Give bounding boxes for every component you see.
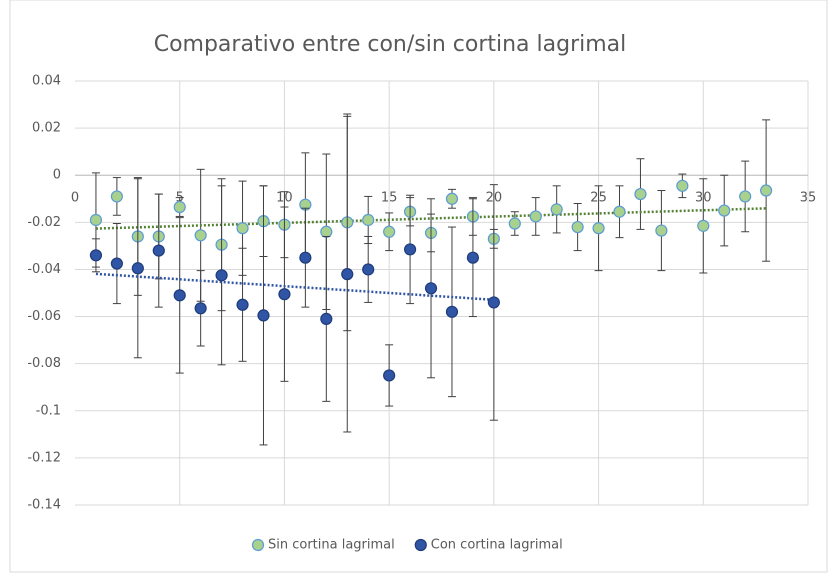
point (592, 222, 605, 235)
point (131, 262, 144, 275)
x-tick-label: 15 (381, 191, 398, 206)
point (718, 204, 731, 217)
point (383, 369, 396, 382)
y-tick-label: -0.12 (27, 450, 61, 465)
point (173, 200, 186, 214)
y-tick-label: -0.06 (27, 309, 61, 324)
point (362, 263, 375, 276)
legend-marker (251, 538, 265, 552)
point (634, 187, 647, 201)
point (655, 224, 668, 237)
point (299, 251, 312, 264)
point (341, 268, 354, 281)
y-tick-label: -0.02 (27, 215, 61, 230)
y-tick-label: -0.08 (27, 356, 61, 371)
x-tick-label: 0 (71, 191, 79, 206)
point (257, 309, 270, 322)
point (236, 298, 249, 311)
point (466, 251, 480, 264)
trendline (95, 272, 494, 302)
point (424, 282, 438, 295)
point (152, 244, 165, 257)
point (487, 296, 500, 309)
point (236, 222, 249, 235)
point (194, 229, 207, 242)
point (278, 288, 291, 301)
point (320, 225, 333, 238)
point (508, 217, 521, 230)
point (383, 225, 396, 238)
y-tick-label: 0.02 (32, 121, 61, 136)
point (445, 305, 459, 318)
point (110, 190, 123, 203)
point (173, 289, 186, 302)
point (571, 220, 584, 234)
chart-frame (9, 0, 828, 573)
point (194, 302, 207, 315)
point (89, 249, 103, 262)
point (760, 184, 773, 197)
y-tick-label: -0.14 (27, 498, 61, 513)
chart-title: Comparativo entre con/sin cortina lagrim… (154, 32, 627, 57)
y-tick-label: -0.1 (36, 403, 61, 418)
point (362, 213, 375, 227)
y-tick-label: -0.04 (27, 262, 61, 277)
legend-marker (414, 538, 427, 552)
legend-label: Sin cortina lagrimal (268, 538, 395, 553)
y-tick-label: 0.04 (32, 74, 61, 89)
point (403, 243, 417, 256)
point (739, 190, 752, 203)
point (550, 203, 563, 216)
point (697, 219, 710, 232)
x-tick-label: 35 (800, 191, 817, 206)
point (110, 257, 123, 270)
point (676, 179, 689, 192)
y-tick-label: 0 (53, 168, 61, 183)
point (320, 312, 333, 326)
point (613, 205, 626, 218)
point (529, 210, 542, 223)
point (215, 269, 228, 282)
point (89, 213, 103, 227)
point (445, 192, 459, 205)
legend-label: Con cortina lagrimal (431, 538, 563, 553)
